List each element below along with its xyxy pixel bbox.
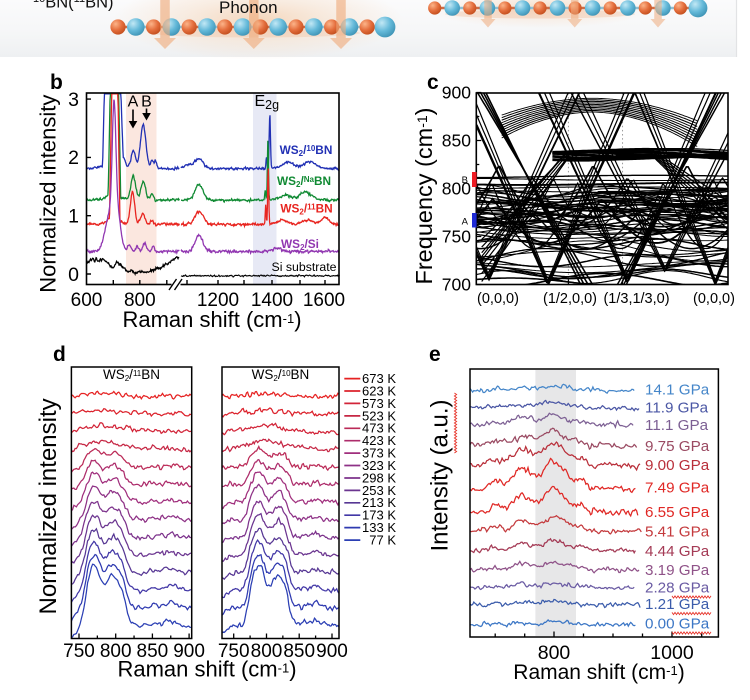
svg-text:Frequency (cm-1): Frequency (cm-1) — [411, 108, 437, 285]
svg-text:900: 900 — [442, 83, 471, 103]
svg-text:Phonon: Phonon — [219, 0, 278, 17]
svg-text:14.1 GPa: 14.1 GPa — [645, 382, 710, 399]
svg-text:b: b — [50, 71, 63, 94]
svg-text:133 K: 133 K — [362, 520, 396, 535]
svg-text:900: 900 — [173, 641, 205, 662]
svg-text:(0,0,0): (0,0,0) — [477, 291, 519, 307]
svg-text:7.49 GPa: 7.49 GPa — [645, 480, 710, 497]
svg-text:1200: 1200 — [197, 290, 239, 311]
svg-text:77 K: 77 K — [369, 532, 396, 547]
svg-text:WS2/10BN: WS2/10BN — [252, 367, 310, 383]
svg-text:2.28 GPa: 2.28 GPa — [645, 580, 710, 597]
svg-text:1600: 1600 — [303, 290, 345, 311]
svg-text:1400: 1400 — [251, 290, 293, 311]
svg-text:3.19 GPa: 3.19 GPa — [645, 562, 710, 579]
svg-text:WS2/10BN: WS2/10BN — [280, 143, 333, 158]
svg-text:523 K: 523 K — [362, 408, 396, 423]
svg-text:2: 2 — [68, 147, 79, 169]
svg-text:423 K: 423 K — [362, 433, 396, 448]
svg-text:800: 800 — [251, 641, 283, 662]
svg-text:e: e — [429, 343, 441, 366]
svg-text:900: 900 — [316, 641, 348, 662]
svg-text:d: d — [53, 343, 66, 366]
svg-text:173 K: 173 K — [362, 508, 396, 523]
svg-text:9.00 GPa: 9.00 GPa — [645, 457, 710, 474]
svg-text:750: 750 — [442, 227, 471, 247]
svg-text:673 K: 673 K — [362, 371, 396, 386]
svg-text:800: 800 — [100, 641, 132, 662]
svg-text:600: 600 — [71, 290, 103, 311]
svg-text:700: 700 — [442, 275, 471, 295]
svg-text:(0,0,0): (0,0,0) — [693, 291, 735, 307]
svg-text:Raman shift (cm-1): Raman shift (cm-1) — [122, 307, 301, 332]
svg-text:(1/2,0,0): (1/2,0,0) — [543, 291, 597, 307]
svg-text:WS2/11BN: WS2/11BN — [103, 367, 160, 383]
svg-text:WS2/11BN: WS2/11BN — [280, 202, 332, 217]
svg-text:1: 1 — [68, 205, 79, 227]
svg-text:9.75 GPa: 9.75 GPa — [645, 438, 710, 455]
svg-text:11.1 GPa: 11.1 GPa — [645, 417, 709, 434]
svg-text:5.41 GPa: 5.41 GPa — [645, 524, 710, 541]
svg-text:WS2/Si: WS2/Si — [281, 237, 319, 252]
svg-text:323 K: 323 K — [362, 458, 396, 473]
svg-text:A: A — [462, 217, 469, 228]
svg-text:11.9 GPa: 11.9 GPa — [645, 400, 709, 417]
svg-text:E2g: E2g — [255, 93, 280, 112]
svg-text:850: 850 — [137, 641, 169, 662]
svg-text:373 K: 373 K — [362, 446, 396, 461]
svg-text:253 K: 253 K — [362, 483, 396, 498]
svg-text:B: B — [141, 94, 152, 111]
svg-text:750: 750 — [63, 641, 95, 662]
svg-text:800: 800 — [538, 642, 571, 664]
svg-text:Si substrate: Si substrate — [272, 260, 337, 274]
svg-text:573 K: 573 K — [362, 396, 396, 411]
svg-text:Normalized intensity: Normalized intensity — [35, 398, 62, 614]
svg-text:10BN(11BN): 10BN(11BN) — [33, 0, 114, 12]
svg-text:800: 800 — [124, 290, 156, 311]
svg-text:1.21 GPa: 1.21 GPa — [645, 596, 710, 613]
svg-text:213 K: 213 K — [362, 495, 396, 510]
svg-text:A: A — [128, 94, 139, 111]
svg-text:(1/3,1/3,0): (1/3,1/3,0) — [603, 291, 669, 307]
svg-text:3: 3 — [68, 89, 79, 111]
svg-text:Intensity (a.u.): Intensity (a.u.) — [427, 399, 454, 551]
svg-text:Raman shift (cm-1): Raman shift (cm-1) — [117, 657, 296, 682]
svg-text:298 K: 298 K — [362, 470, 396, 485]
svg-text:WS2/NaBN: WS2/NaBN — [277, 174, 331, 189]
svg-text:850: 850 — [442, 131, 471, 151]
svg-text:0: 0 — [68, 264, 79, 286]
svg-text:Raman shift (cm-1): Raman shift (cm-1) — [513, 661, 684, 684]
svg-text:c: c — [427, 71, 439, 94]
svg-text:0.00 GPa: 0.00 GPa — [645, 616, 710, 633]
svg-text:473 K: 473 K — [362, 421, 396, 436]
svg-text:850: 850 — [283, 641, 315, 662]
svg-text:4.44 GPa: 4.44 GPa — [645, 543, 710, 560]
svg-text:6.55 GPa: 6.55 GPa — [645, 504, 710, 521]
svg-text:750: 750 — [218, 641, 250, 662]
svg-text:Normalized intensity: Normalized intensity — [35, 95, 60, 293]
svg-text:800: 800 — [442, 179, 471, 199]
svg-text:623 K: 623 K — [362, 383, 396, 398]
svg-text:1000: 1000 — [650, 642, 694, 664]
svg-text:B: B — [462, 175, 468, 186]
